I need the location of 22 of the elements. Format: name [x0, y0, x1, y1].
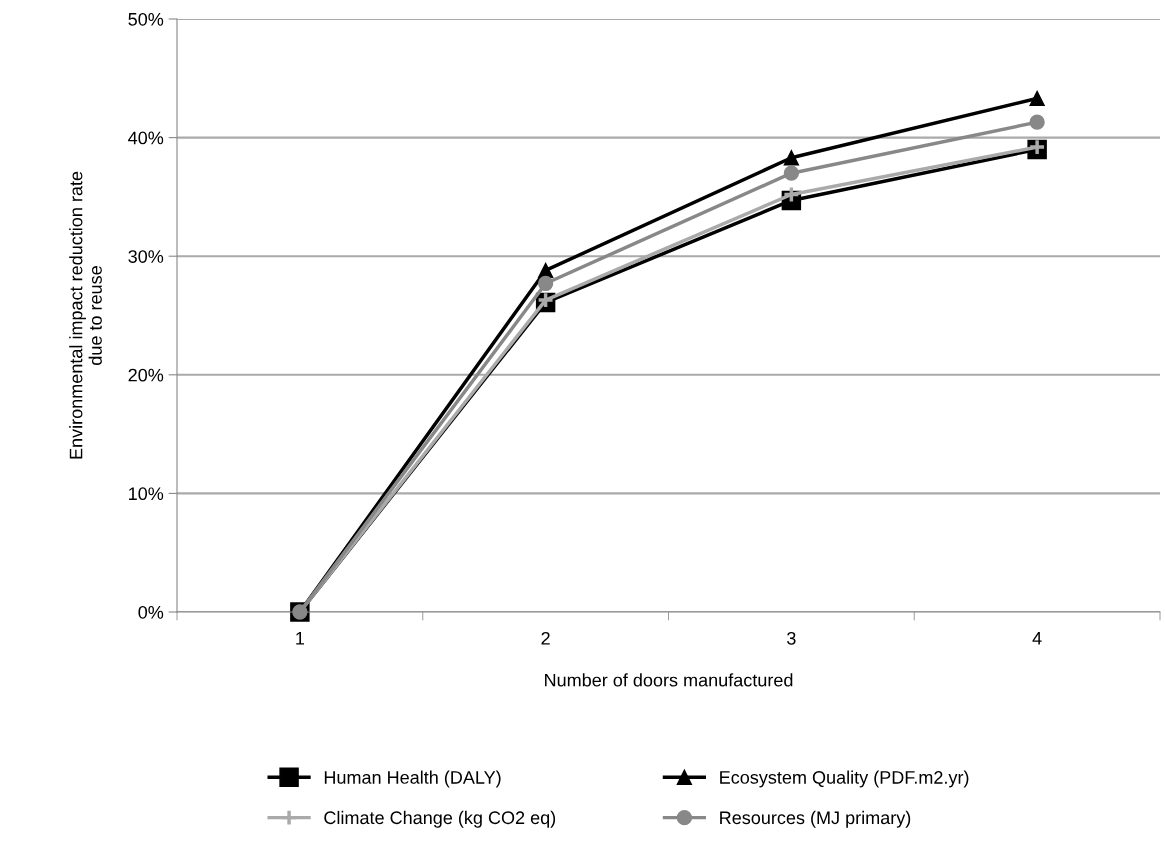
- y-tick-label: 20%: [128, 368, 164, 382]
- x-tick-label: 2: [541, 631, 550, 645]
- legend-label: Human Health (DALY): [324, 770, 501, 788]
- y-axis-title: Environmental impact reduction rate due to reuse: [69, 171, 102, 459]
- y-tick-label: 30%: [128, 250, 164, 263]
- y-tick-label: 40%: [128, 131, 164, 145]
- legend-label: Climate Change (kg CO2 eq): [324, 810, 556, 828]
- point: [1029, 114, 1045, 130]
- point: [783, 165, 800, 181]
- point: [783, 150, 800, 166]
- x-tick-label: 3: [787, 631, 796, 645]
- x-tick-label: 4: [1032, 632, 1042, 645]
- y-tick-label: 0%: [138, 605, 164, 619]
- x-tick-label: 1: [296, 632, 305, 645]
- point: [1029, 90, 1045, 107]
- legend-label: Ecosystem Quality (PDF.m2.yr): [720, 770, 969, 788]
- y-tick-label: 50%: [128, 12, 164, 26]
- x-axis-title: Number of doors manufactured: [545, 673, 793, 687]
- point: [782, 185, 801, 204]
- y-tick-label: 10%: [129, 487, 164, 501]
- legend-label: Resources (MJ primary): [720, 810, 911, 828]
- point: [537, 275, 554, 292]
